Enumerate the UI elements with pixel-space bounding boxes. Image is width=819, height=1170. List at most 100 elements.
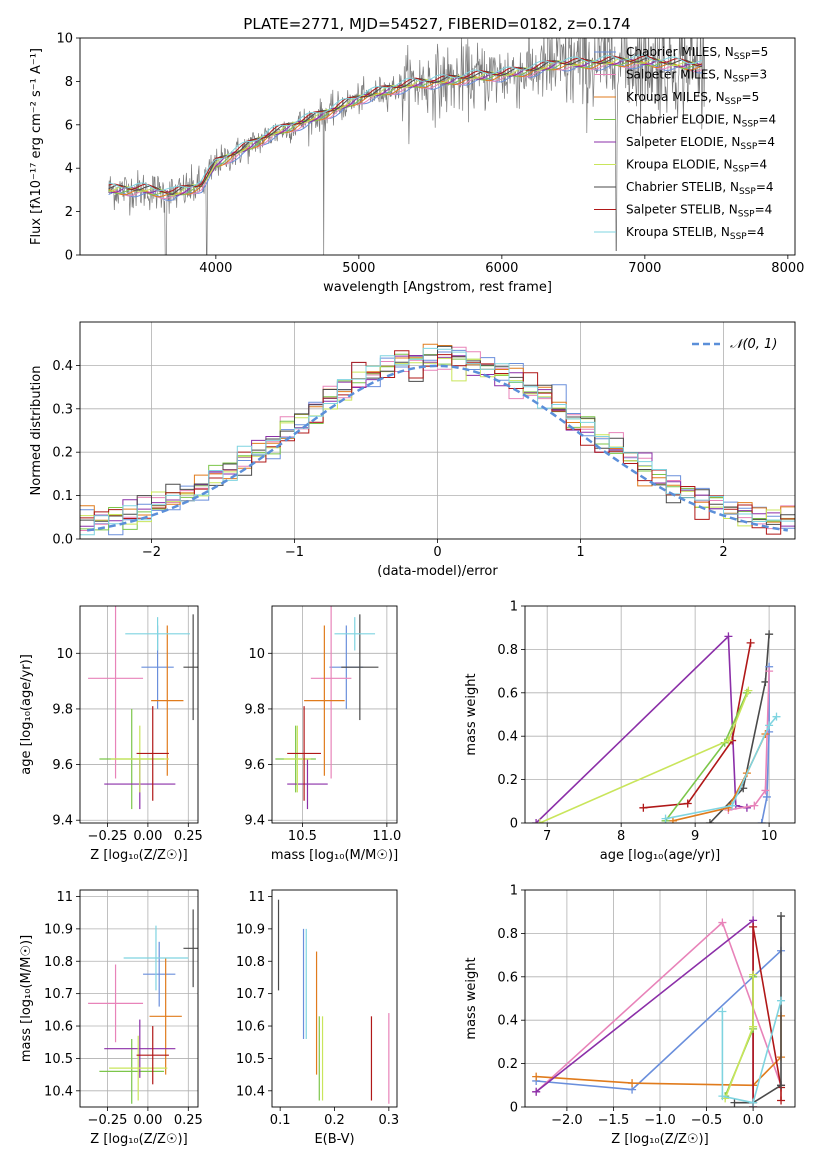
x-tick-label: 2: [719, 545, 727, 560]
y-tick-label: 0: [510, 817, 518, 832]
panel-residual-histogram: −2 −1 0 1 2 0.0 0.1 0.2 0.3 0.4 (data-model)/error…: [29, 321, 796, 579]
weight-line-chabrier-stelib: [709, 634, 770, 823]
weight-point-kroupa-miles: [668, 816, 677, 823]
plot-area: [80, 322, 795, 539]
y-axis-label: Flux [fλ10⁻¹⁷ erg cm⁻² s⁻¹ A⁻¹]: [29, 48, 44, 245]
y-tick-label: 9.8: [244, 702, 265, 717]
weight-point-salpeter-stelib: [749, 922, 758, 931]
model-line-chabrier-stelib: [108, 56, 703, 195]
x-tick-label: 0.25: [174, 829, 203, 844]
y-tick-label: 4: [65, 162, 73, 177]
y-tick-label: 6: [65, 118, 73, 133]
y-axis-label: mass weight: [464, 673, 479, 755]
x-axis-label: wavelength [Angstrom, rest frame]: [323, 280, 552, 295]
plot-area: [277, 899, 390, 1104]
weight-line-chabrier-miles: [760, 666, 770, 823]
x-tick-label: −1.0: [644, 1113, 676, 1128]
hist-step-kroupa-miles: [80, 343, 795, 523]
x-tick-label: −0.5: [691, 1113, 723, 1128]
y-tick-label: 0.8: [497, 927, 518, 942]
y-tick-label: 10.7: [236, 987, 265, 1002]
y-axis-label: mass [log₁₀(M/M☉)]: [19, 935, 34, 1062]
weight-point-kroupa-stelib: [772, 712, 781, 721]
y-tick-label: 0.0: [52, 533, 73, 548]
hist-step-salpeter-miles: [80, 346, 795, 531]
plot-area: [272, 606, 397, 823]
weight-point-salpeter-miles: [761, 786, 770, 795]
y-tick-label: 10.4: [236, 1084, 265, 1099]
weight-point-salpeter-elodie: [724, 632, 733, 641]
y-tick-label: 9.4: [244, 814, 265, 829]
weight-point-salpeter-miles: [750, 801, 759, 810]
panel-age-vs-Z: −0.25 0.00 0.25 9.4 9.6 9.8 10 Z [log₁₀(Z/Z☉)] a…: [19, 605, 203, 863]
weight-line-kroupa-stelib: [721, 1000, 782, 1104]
x-tick-label: 0.00: [133, 829, 162, 844]
x-tick-label: −1.5: [598, 1113, 630, 1128]
y-tick-label: 10.7: [44, 987, 73, 1002]
y-tick-label: 10: [248, 647, 265, 662]
weight-line-chabrier-stelib: [734, 916, 782, 1104]
x-tick-label: −2.0: [551, 1113, 583, 1128]
y-axis-label: age [log₁₀(age/yr)]: [19, 654, 34, 775]
y-tick-label: 10.8: [44, 955, 73, 970]
y-tick-label: 0: [65, 249, 73, 264]
weight-point-kroupa-stelib: [749, 1098, 758, 1107]
weight-point-salpeter-stelib: [683, 799, 692, 808]
x-tick-label: −0.25: [88, 1113, 128, 1128]
weight-line-kroupa-stelib: [665, 716, 778, 820]
weight-point-kroupa-elodie: [749, 1022, 758, 1031]
weight-line-salpeter-miles: [535, 921, 782, 1093]
y-tick-label: 10.5: [44, 1052, 73, 1067]
y-tick-label: 0.6: [497, 970, 518, 985]
axes-frame: [524, 889, 796, 1108]
model-line-salpeter-stelib: [108, 55, 703, 193]
y-tick-label: 10.9: [44, 922, 73, 937]
y-tick-label: 0.8: [497, 643, 518, 658]
x-tick-label: 9: [691, 829, 699, 844]
legend-label-chabrier-stelib: Chabrier STELIB, NSSP=4: [626, 180, 774, 197]
y-tick-label: 0.6: [497, 686, 518, 701]
x-tick-label: 0.25: [174, 1113, 203, 1128]
y-tick-label: 9.6: [244, 758, 265, 773]
x-tick-label: 0.1: [270, 1113, 291, 1128]
model-line-kroupa-elodie: [108, 57, 703, 197]
panel-mass-vs-Z: −0.25 0.00 0.25 10.4 10.5 10.6 10.7 10.8 10.9 11 Z…: [19, 889, 203, 1147]
plot-area: [525, 606, 795, 823]
y-tick-label: 0.4: [52, 359, 73, 374]
y-tick-label: 2: [65, 205, 73, 220]
panel-mass-vs-EBV: 0.1 0.2 0.3 10.4 10.5 10.6 10.7 10.8 10.9 11 E(B-V…: [236, 889, 400, 1147]
weight-point-kroupa-stelib: [777, 996, 786, 1005]
x-tick-label: 4000: [199, 261, 232, 276]
weight-point-chabrier-stelib: [777, 912, 786, 921]
hist-step-kroupa-stelib: [80, 347, 795, 536]
legend-label-chabrier-elodie: Chabrier ELODIE, NSSP=4: [626, 113, 776, 130]
y-tick-label: 10: [56, 647, 73, 662]
figure-title: PLATE=2771, MJD=54527, FIBERID=0182, z=0…: [243, 15, 630, 33]
x-tick-label: 0.3: [379, 1113, 400, 1128]
panel-age-vs-mass: 10.5 11.0 9.4 9.6 9.8 10 mass [log₁₀(M/M☉)]: [244, 605, 401, 863]
y-tick-label: 1: [510, 884, 518, 899]
legend-label-salpeter-miles: Salpeter MILES, NSSP=3: [626, 68, 767, 85]
x-tick-label: 0: [433, 545, 441, 560]
weight-point-chabrier-miles: [757, 819, 766, 823]
weight-point-chabrier-stelib: [765, 630, 774, 639]
weight-line-kroupa-elodie: [539, 690, 750, 823]
y-tick-label: 0.4: [497, 1014, 518, 1029]
weight-point-kroupa-stelib: [718, 1007, 727, 1016]
weight-point-kroupa-elodie: [749, 970, 758, 979]
weight-point-kroupa-miles: [532, 1072, 541, 1081]
axes-frame: [79, 321, 796, 540]
legend-label-kroupa-stelib: Kroupa STELIB, NSSP=4: [626, 225, 764, 242]
y-tick-label: 0.1: [52, 489, 73, 504]
weight-point-chabrier-stelib: [705, 819, 714, 823]
y-axis-label: mass weight: [464, 957, 479, 1039]
legend-label-chabrier-miles: Chabrier MILES, NSSP=5: [626, 45, 768, 62]
x-tick-label: −2: [142, 545, 161, 560]
x-tick-label: 8000: [771, 261, 804, 276]
x-tick-label: −1: [285, 545, 304, 560]
y-tick-label: 1: [510, 600, 518, 615]
y-tick-label: 10.6: [236, 1020, 265, 1035]
weight-point-kroupa-stelib: [661, 814, 670, 823]
y-tick-label: 0.2: [497, 1057, 518, 1072]
axes-frame: [271, 889, 398, 1108]
